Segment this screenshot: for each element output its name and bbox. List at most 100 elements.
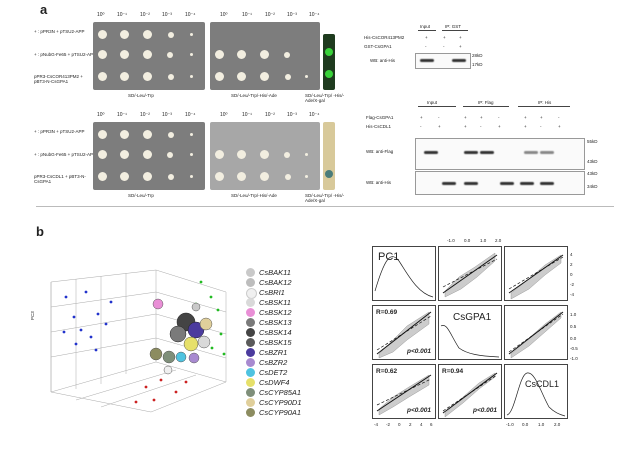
sign: + — [425, 35, 428, 40]
col-header: IP: His — [538, 100, 552, 105]
legend-swatch — [246, 298, 255, 307]
legend-swatch — [246, 278, 255, 287]
dilution-label: 10⁰ — [220, 12, 228, 18]
xgal-strip — [323, 122, 335, 190]
legend-swatch — [246, 368, 255, 377]
dilution-label: 10⁻³ — [162, 12, 172, 18]
col-header: Input — [420, 24, 431, 29]
plate-label: SD/-Leu/-Trp — [128, 193, 154, 198]
dilution-label: 10⁻² — [265, 12, 275, 18]
col-header: IP: Flag — [478, 100, 494, 105]
row-label: + : pPR3N + pTSU2-APP — [34, 29, 85, 34]
row-label: + : pNubG-Fe65 + pTSU2-APP — [34, 52, 97, 57]
sign: - — [425, 44, 427, 49]
p-value: p<0.001 — [407, 407, 432, 414]
row-label: pPR3-CsCOR413PM2 + pBT3-N-CsGPA1 — [34, 74, 83, 84]
diag-label: PC1 — [378, 251, 400, 263]
sign: + — [443, 35, 446, 40]
col-header: Input — [427, 100, 438, 105]
dilution-label: 10⁻⁴ — [185, 112, 196, 118]
legend-swatch — [246, 318, 255, 327]
dilution-label: 10⁻⁴ — [185, 12, 196, 18]
dilution-label: 10⁰ — [97, 112, 105, 118]
sign: + — [459, 44, 462, 49]
scatter-cell — [504, 305, 568, 360]
mw-label: 34kD — [587, 184, 598, 189]
legend-entry: CsBSK13 — [259, 318, 292, 327]
legend-swatch — [246, 398, 255, 407]
dilution-label: 10⁻² — [265, 112, 275, 118]
dilution-label: 10⁻⁴ — [309, 112, 320, 118]
wb-label: WB: anti-His — [370, 58, 396, 63]
r-value: R=0.62 — [376, 368, 398, 375]
row-label: His-CsCOR413PM2 — [364, 35, 405, 40]
dilution-label: 10⁻³ — [287, 12, 297, 18]
legend-entry: CsDET2 — [259, 368, 288, 377]
mw-label: 28kD — [472, 53, 483, 58]
dilution-label: 10⁻¹ — [242, 12, 252, 18]
legend-swatch — [246, 338, 255, 347]
dilution-label: 10⁻³ — [287, 112, 297, 118]
wb-label: WB: anti-His — [366, 180, 392, 185]
r-value: R=0.94 — [442, 368, 464, 375]
mw-label: 17kD — [472, 62, 483, 67]
diag-cell-pc1: PC1 — [372, 246, 436, 301]
row-label: GST-CsGPA1 — [364, 44, 392, 49]
western-blot — [415, 53, 471, 69]
diag-cell-csgpa1: CsGPA1 — [438, 305, 502, 360]
p-value: p<0.001 — [407, 348, 432, 355]
xgal-strip — [323, 34, 335, 90]
dilution-label: 10⁻³ — [162, 112, 172, 118]
mw-label: 55kD — [587, 139, 598, 144]
dilution-label: 10⁻² — [140, 112, 150, 118]
legend-entry: CsBSK12 — [259, 308, 292, 317]
scatter-cell: R=0.69 p<0.001 — [372, 305, 436, 360]
pca-3d-plot — [50, 269, 227, 413]
dilution-label: 10⁰ — [97, 12, 105, 18]
legend-swatch — [246, 378, 255, 387]
legend-entry: CsCYP90D1 — [259, 398, 302, 407]
legend-entry: CsDWF4 — [259, 378, 290, 387]
legend-swatch — [246, 408, 255, 417]
wb-label: WB: anti-Flag — [366, 149, 394, 154]
row-label: Flag-CsGPA1 — [366, 115, 394, 120]
plate-label: SD/-Leu/-Trp/ -His/-Ade/X-gal — [305, 193, 345, 203]
dilution-label: 10⁻² — [140, 12, 150, 18]
legend-entry: CsBSK11 — [259, 298, 291, 307]
plate-label: SD/-Leu/-Trp — [128, 93, 154, 98]
r-value: R=0.69 — [376, 309, 398, 316]
legend-entry: CsBAK12 — [259, 278, 292, 287]
legend-entry: CsBSK14 — [259, 328, 292, 337]
plate-label: SD/-Leu/-Trp/-His/-Ade — [231, 193, 277, 198]
legend-entry: CsBZR2 — [259, 358, 288, 367]
diag-cell-cscdl1: CsCDL1 — [504, 364, 568, 419]
mw-label: 43kD — [587, 159, 598, 164]
dilution-header-top: 10⁰ 10⁻¹ 10⁻² 10⁻³ 10⁻⁴ 10⁰ 10⁻¹ 10⁻² 10… — [95, 12, 319, 20]
row-label: + : pNubG-Fe65 + pTSU2-APP — [34, 152, 97, 157]
legend-entry: CsBSK15 — [259, 338, 292, 347]
pca-points-green — [194, 280, 226, 356]
mw-label: 43kD — [587, 171, 598, 176]
pca-points-red — [134, 378, 188, 404]
correlation-matrix: -1.0 0.0 1.0 2.0 PC1 R=0.69 p<0.001 CsGP… — [372, 238, 578, 427]
sign-grid: + - + + - + + - - + + - + + - + — [420, 115, 561, 129]
panel-letter-a: a — [40, 2, 48, 17]
plate-label: SD/-Leu/-Trp/-His/-Ade — [231, 93, 277, 98]
legend-entry: CsBAK11 — [259, 268, 291, 277]
dilution-label: 10⁻⁴ — [309, 12, 320, 18]
dilution-header-bottom: 10⁰ 10⁻¹ 10⁻² 10⁻³ 10⁻⁴ 10⁰ 10⁻¹ 10⁻² 10… — [95, 112, 319, 120]
legend-entry: CsCYP85A1 — [259, 388, 302, 397]
yeast-plate — [93, 122, 205, 190]
scatter-cell — [504, 246, 568, 301]
legend-entry: CsBRI1 — [259, 288, 285, 297]
diag-label: CsCDL1 — [525, 379, 560, 389]
row-label: His-CsCDL1 — [366, 124, 392, 129]
p-value: p<0.001 — [473, 407, 498, 414]
legend-swatch — [246, 268, 255, 277]
col-header: IP: GST — [445, 24, 462, 29]
legend-entry: CsCYP90A1 — [259, 408, 302, 417]
axis-label-z: PC3 — [30, 311, 35, 320]
legend-entry: CsBZR1 — [259, 348, 288, 357]
legend-swatch — [246, 348, 255, 357]
dilution-label: 10⁻¹ — [117, 112, 127, 118]
